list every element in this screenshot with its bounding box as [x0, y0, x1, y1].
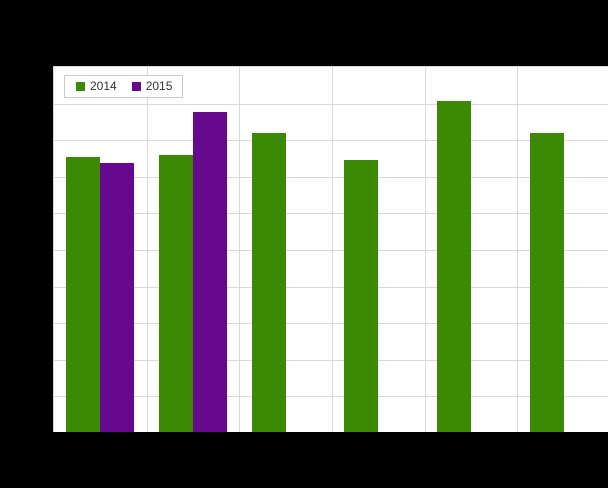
- bar-2015-group1: [100, 163, 135, 432]
- legend-item-2014: 2014: [76, 80, 117, 93]
- legend-swatch-2015-icon: [131, 82, 141, 91]
- gridline-horizontal: [54, 396, 608, 398]
- plot-area: 2014 2015: [53, 66, 608, 432]
- bar-2014-group4: [344, 160, 379, 432]
- gridline-horizontal: [54, 103, 608, 105]
- legend-swatch-2014-icon: [76, 82, 85, 91]
- gridline-horizontal: [54, 213, 608, 215]
- gridline-vertical: [517, 67, 519, 432]
- legend-item-2015: 2015: [131, 79, 173, 93]
- gridline-horizontal: [54, 359, 608, 361]
- gridline-horizontal: [54, 286, 608, 288]
- bar-2014-group3: [251, 133, 286, 432]
- gridline-horizontal: [54, 323, 608, 325]
- gridline-vertical: [332, 67, 333, 432]
- gridline-vertical: [424, 67, 426, 432]
- legend-label-2015: 2015: [145, 79, 173, 93]
- gridline-horizontal: [54, 140, 608, 142]
- legend: 2014 2015: [64, 75, 184, 98]
- legend-label-2014: 2014: [90, 79, 117, 93]
- bar-2014-group1: [66, 157, 101, 432]
- bar-2015-group2: [193, 112, 227, 432]
- gridline-horizontal: [54, 176, 608, 178]
- gridline-vertical: [239, 67, 241, 432]
- bar-2014-group2: [159, 155, 193, 432]
- gridline-horizontal: [54, 250, 608, 251]
- bar-2014-group5: [437, 101, 471, 432]
- gridline-vertical: [146, 67, 148, 432]
- bar-2014-group6: [529, 133, 564, 432]
